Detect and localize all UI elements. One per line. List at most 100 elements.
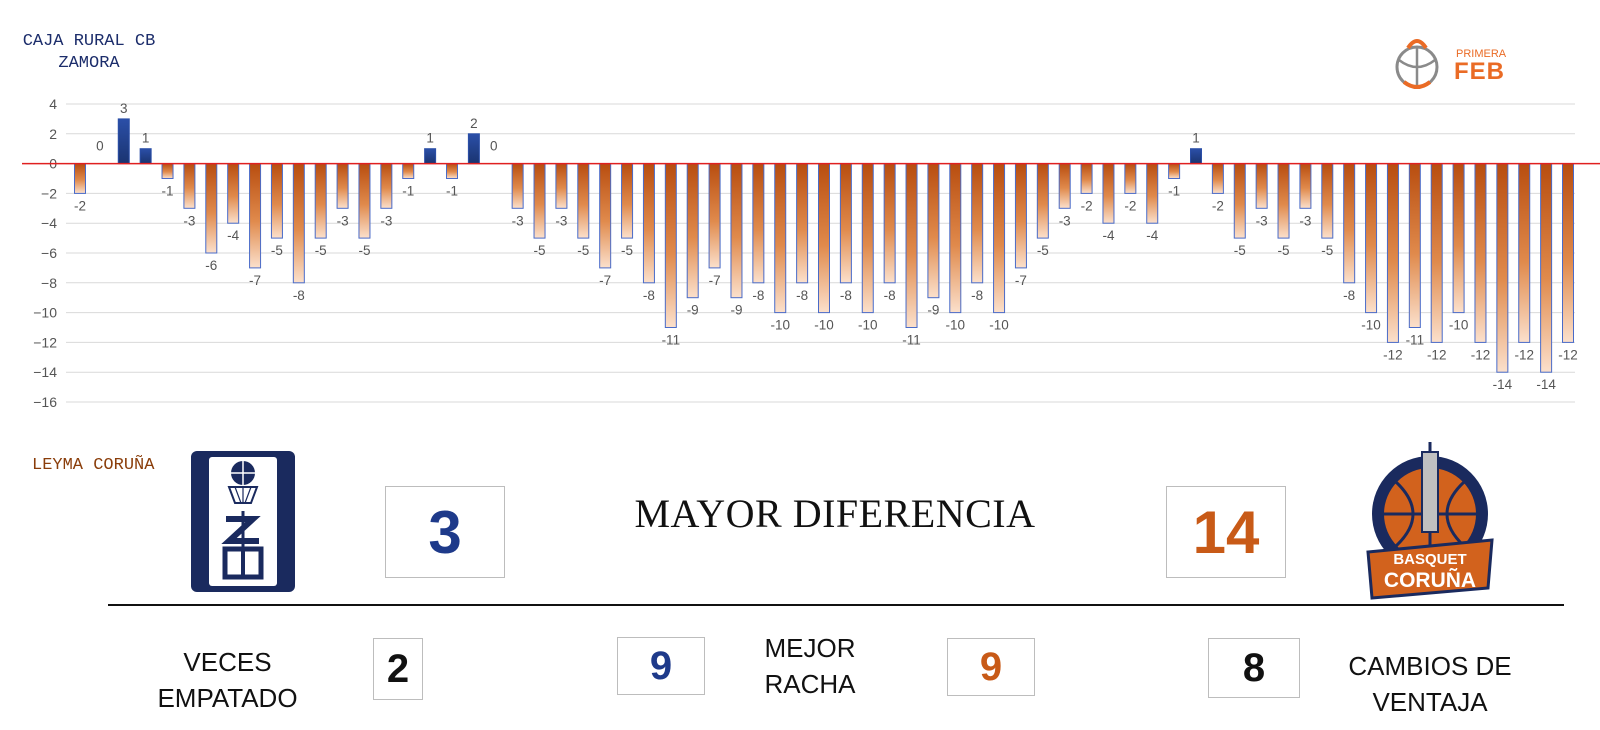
- y-tick-label: −8: [41, 275, 57, 291]
- bar: [1146, 163, 1159, 224]
- basketball-icon: [1395, 39, 1439, 89]
- data-label: -12: [1514, 347, 1534, 362]
- data-label: -14: [1493, 377, 1513, 392]
- cambios-ventaja-label: CAMBIOS DE VENTAJA: [1330, 648, 1530, 720]
- data-label: -5: [1234, 243, 1246, 258]
- bar: [1496, 163, 1509, 373]
- bar: [1430, 163, 1443, 343]
- bar: [1474, 163, 1487, 343]
- bar: [314, 163, 327, 239]
- veces-empatado-line1: VECES: [183, 647, 272, 677]
- data-label: -1: [162, 184, 174, 199]
- bar: [533, 163, 546, 239]
- data-label: -10: [858, 318, 878, 333]
- chart-bars: [74, 118, 1574, 373]
- data-label: -8: [1343, 288, 1355, 303]
- data-label: 0: [96, 139, 104, 154]
- data-label: -3: [512, 213, 524, 228]
- data-label: 1: [142, 131, 150, 146]
- home-team-label: CAJA RURAL CB ZAMORA: [22, 32, 156, 73]
- bar: [1321, 163, 1334, 239]
- data-label: -5: [315, 243, 327, 258]
- bar: [424, 148, 437, 165]
- mayor-diferencia-home-value: 3: [385, 486, 505, 578]
- data-label: -11: [902, 333, 921, 348]
- bar: [752, 163, 765, 284]
- bar: [949, 163, 962, 314]
- bar: [1014, 163, 1027, 269]
- svg-text:CORUÑA: CORUÑA: [1384, 569, 1476, 592]
- veces-empatado-label: VECES EMPATADO: [140, 644, 315, 716]
- data-label: -3: [555, 213, 567, 228]
- y-tick-label: −16: [33, 394, 57, 410]
- data-label: -12: [1558, 347, 1578, 362]
- bar: [1452, 163, 1465, 314]
- bar: [774, 163, 787, 314]
- bar: [227, 163, 240, 224]
- data-label: -5: [534, 243, 546, 258]
- y-tick-label: −6: [41, 245, 57, 261]
- bar: [1343, 163, 1356, 284]
- bar: [555, 163, 568, 209]
- data-label: -3: [380, 213, 392, 228]
- data-label: 2: [470, 116, 478, 131]
- data-label: -3: [1299, 213, 1311, 228]
- data-label: -1: [446, 184, 458, 199]
- data-label: -8: [643, 288, 655, 303]
- mejor-racha-home-value: 9: [617, 637, 705, 695]
- data-label: -12: [1383, 347, 1403, 362]
- data-label: -7: [709, 273, 721, 288]
- data-label: -3: [183, 213, 195, 228]
- data-label: -1: [402, 184, 414, 199]
- data-label: -14: [1536, 377, 1556, 392]
- bar: [1255, 163, 1268, 209]
- bar: [1080, 163, 1093, 194]
- basquet-coruna-crest-icon: BASQUET CORUÑA: [1366, 442, 1494, 600]
- data-label: -8: [293, 288, 305, 303]
- bar: [1102, 163, 1115, 224]
- bar: [292, 163, 305, 284]
- data-label: -10: [946, 318, 966, 333]
- data-label: -4: [1146, 228, 1158, 243]
- data-label: -4: [1102, 228, 1114, 243]
- y-tick-label: −10: [33, 305, 57, 321]
- bar: [993, 163, 1006, 314]
- bar: [1168, 163, 1181, 179]
- y-tick-label: 2: [49, 126, 57, 142]
- bar: [205, 163, 218, 254]
- bar: [249, 163, 262, 269]
- data-label: -10: [770, 318, 790, 333]
- bar: [117, 118, 130, 165]
- data-label: -8: [752, 288, 764, 303]
- bar: [139, 148, 152, 165]
- bar: [1036, 163, 1049, 239]
- mejor-racha-line1: MEJOR: [764, 633, 856, 663]
- data-label: -4: [227, 228, 239, 243]
- data-label: -10: [1449, 318, 1469, 333]
- bar: [577, 163, 590, 239]
- data-label: -3: [1059, 213, 1071, 228]
- bar: [1562, 163, 1574, 343]
- bar: [818, 163, 830, 314]
- data-label: -8: [971, 288, 983, 303]
- bar: [467, 133, 480, 165]
- y-tick-label: 4: [49, 96, 57, 112]
- bar: [1299, 163, 1312, 209]
- data-label: 1: [1192, 131, 1200, 146]
- bar: [708, 163, 721, 269]
- data-label: -1: [1168, 184, 1180, 199]
- data-label: -5: [358, 243, 370, 258]
- mayor-diferencia-away-value: 14: [1166, 486, 1286, 578]
- data-label: -7: [599, 273, 611, 288]
- data-label: -3: [337, 213, 349, 228]
- bar: [1124, 163, 1137, 194]
- bar: [1058, 163, 1071, 209]
- bar: [380, 163, 393, 209]
- bar: [1365, 163, 1378, 314]
- bar: [1408, 163, 1421, 328]
- cambios-ventaja-line1: CAMBIOS DE: [1348, 651, 1512, 681]
- mejor-racha-label: MEJOR RACHA: [745, 630, 875, 702]
- mejor-racha-away-value: 9: [947, 638, 1035, 696]
- bar: [861, 163, 874, 314]
- bar: [358, 163, 371, 239]
